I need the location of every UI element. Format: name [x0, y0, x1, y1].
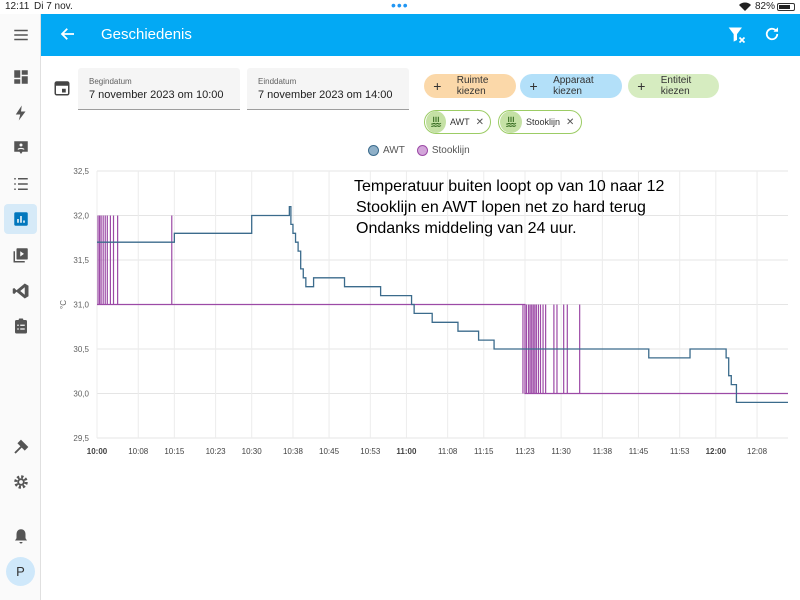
plus-icon: +	[529, 78, 538, 94]
annotation-line-1: Temperatuur buiten loopt op van 10 naar …	[354, 178, 665, 195]
entity-picker-label: Entiteit kiezen	[660, 75, 692, 97]
wifi-icon	[739, 2, 751, 11]
developer-tools-icon[interactable]	[4, 432, 37, 462]
logbook-icon[interactable]	[4, 133, 37, 163]
energy-icon[interactable]	[4, 98, 37, 128]
multitasking-dots-icon[interactable]: •••	[391, 0, 409, 13]
history-icon[interactable]	[4, 204, 37, 234]
media-icon[interactable]	[4, 240, 37, 270]
y-tick-label: 32,5	[73, 167, 89, 176]
legend-item-stooklijn[interactable]: Stooklijn	[416, 145, 470, 156]
start-date-value: 7 november 2023 om 10:00	[89, 89, 224, 101]
entity-picker-button[interactable]: + Entiteit kiezen	[628, 74, 719, 98]
x-tick-label: 11:45	[629, 447, 649, 456]
page-title: Geschiedenis	[101, 26, 192, 43]
x-tick-label: 11:38	[593, 447, 613, 456]
x-tick-label: 10:30	[242, 447, 263, 456]
status-bar: 12:11 Di 7 nov. ••• 82%	[0, 0, 800, 14]
x-tick-label: 10:00	[87, 447, 108, 456]
y-tick-label: 30,5	[73, 345, 89, 354]
start-date-label: Begindatum	[89, 77, 132, 86]
status-date: Di 7 nov.	[34, 1, 73, 12]
dashboard-icon[interactable]	[4, 62, 37, 92]
entity-chip-awt[interactable]: AWT ✕	[424, 110, 491, 134]
x-tick-label: 11:30	[551, 447, 571, 456]
status-time: 12:11	[5, 1, 30, 12]
annotation-line-2: Stooklijn en AWT lopen net zo hard terug	[356, 199, 646, 216]
notifications-icon[interactable]	[4, 521, 37, 551]
sidebar: P	[0, 14, 41, 600]
filter-remove-icon[interactable]	[727, 25, 747, 45]
chip-remove-icon[interactable]: ✕	[566, 116, 575, 128]
y-axis-unit: °C	[59, 300, 68, 309]
heating-icon	[426, 111, 446, 133]
todo-list-icon[interactable]	[4, 169, 37, 199]
legend-label: AWT	[383, 145, 405, 156]
y-tick-label: 32,0	[73, 212, 89, 221]
chip-remove-icon[interactable]: ✕	[475, 116, 484, 128]
x-tick-label: 10:08	[128, 447, 149, 456]
settings-icon[interactable]	[4, 467, 37, 497]
plus-icon: +	[433, 78, 442, 94]
x-tick-label: 10:23	[206, 447, 227, 456]
area-picker-label: Ruimte kiezen	[456, 75, 489, 97]
menu-icon[interactable]	[4, 20, 37, 50]
annotation-line-3: Ondanks middeling van 24 uur.	[356, 220, 577, 237]
x-tick-label: 11:15	[474, 447, 494, 456]
legend-swatch	[368, 145, 379, 156]
legend-label: Stooklijn	[431, 145, 470, 156]
heating-icon	[500, 111, 522, 133]
end-date-label: Einddatum	[258, 77, 297, 86]
x-tick-label: 10:38	[283, 447, 304, 456]
y-tick-label: 29,5	[73, 434, 89, 443]
battery-percentage: 82%	[755, 1, 776, 12]
annotation-text: Temperatuur buiten loopt op van 10 naar …	[354, 176, 664, 239]
device-picker-label: Apparaat kiezen	[553, 75, 594, 97]
start-date-field[interactable]: Begindatum 7 november 2023 om 10:00	[78, 68, 240, 110]
y-tick-label: 31,0	[73, 301, 89, 310]
device-picker-button[interactable]: + Apparaat kiezen	[520, 74, 622, 98]
y-tick-label: 31,5	[73, 256, 89, 265]
x-tick-label: 12:00	[706, 447, 727, 456]
chip-label: Stooklijn	[526, 117, 561, 127]
vscode-icon[interactable]	[4, 276, 37, 306]
chip-label: AWT	[449, 117, 470, 127]
x-tick-label: 12:08	[747, 447, 768, 456]
end-date-field[interactable]: Einddatum 7 november 2023 om 14:00	[247, 68, 409, 110]
history-chart: 32,5 32,0 31,5 31,0 30,5 30,0 29,5 10:00 10:08 10…	[59, 167, 788, 456]
x-tick-label: 11:53	[670, 447, 690, 456]
series-line-awt	[97, 205, 788, 404]
back-arrow-icon[interactable]	[59, 25, 77, 43]
legend-swatch	[416, 145, 428, 156]
x-tick-label: 11:08	[438, 447, 458, 456]
app-bar: Geschiedenis	[41, 14, 800, 56]
plus-icon: +	[637, 78, 646, 94]
area-picker-button[interactable]: + Ruimte kiezen	[424, 74, 516, 98]
refresh-icon[interactable]	[763, 25, 781, 43]
x-tick-label: 10:45	[319, 447, 340, 456]
x-tick-label: 10:15	[164, 447, 185, 456]
end-date-value: 7 november 2023 om 14:00	[258, 89, 393, 101]
battery-icon	[777, 3, 795, 11]
calendar-icon	[54, 81, 70, 96]
chart-legend: AWT Stooklijn	[368, 145, 470, 156]
y-tick-label: 30,0	[73, 390, 89, 399]
checklist-icon[interactable]	[4, 311, 37, 341]
x-tick-label: 10:53	[360, 447, 381, 456]
legend-item-awt[interactable]: AWT	[368, 145, 405, 156]
avatar[interactable]: P	[6, 557, 35, 586]
x-tick-label: 11:23	[515, 447, 535, 456]
entity-chip-stooklijn[interactable]: Stooklijn ✕	[498, 110, 582, 134]
x-tick-label: 11:00	[396, 447, 417, 456]
